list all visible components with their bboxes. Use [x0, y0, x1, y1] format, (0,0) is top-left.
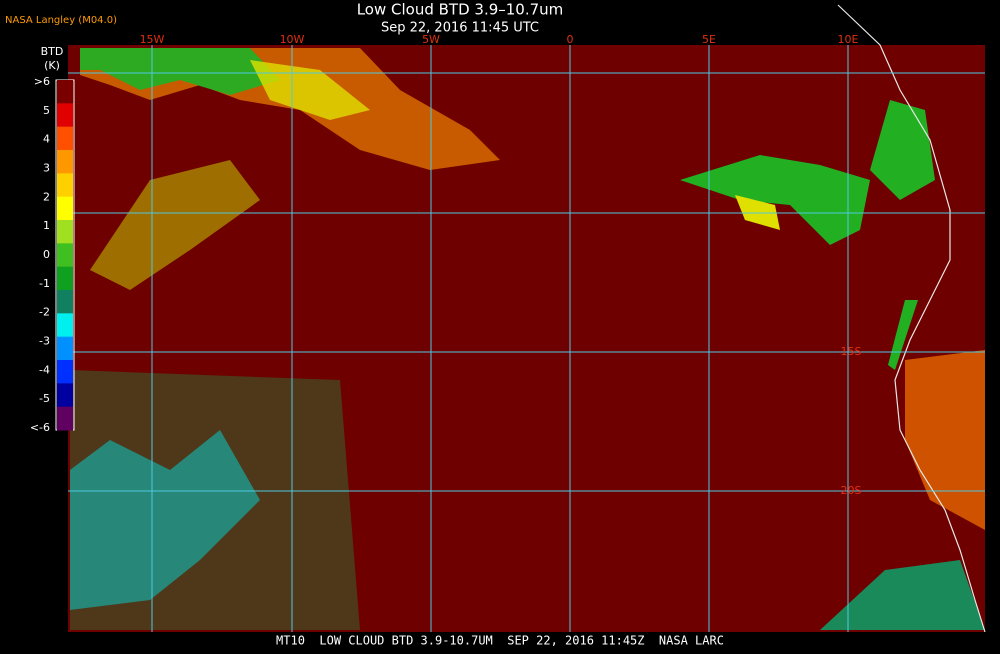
legend-swatch	[57, 220, 73, 244]
latitude-label: 15S	[841, 345, 862, 358]
legend-label: 5	[43, 104, 50, 117]
longitude-label: 10E	[838, 33, 859, 46]
cloud-region	[80, 48, 280, 95]
longitude-label: 5W	[422, 33, 440, 46]
legend-swatch	[57, 266, 73, 291]
latitude-label: 20S	[841, 484, 862, 497]
legend-swatch	[57, 173, 73, 198]
legend-swatch	[57, 150, 73, 174]
legend-swatch	[57, 383, 73, 408]
subtitle: Sep 22, 2016 11:45 UTC	[381, 21, 539, 36]
legend-label: -2	[39, 306, 50, 319]
legend-label: 3	[43, 162, 50, 175]
legend-label: -1	[39, 277, 50, 290]
legend-swatch	[57, 196, 73, 221]
legend-label: <-6	[30, 421, 50, 434]
longitude-label: 15W	[140, 33, 165, 46]
legend-swatch	[57, 313, 73, 338]
longitude-label: 5E	[702, 33, 716, 46]
cloud-region	[870, 100, 935, 200]
legend-swatch	[57, 126, 73, 151]
legend-label: >6	[34, 75, 50, 88]
graticule: 15W 10W 5W 0 5E 10E 15S 20S	[68, 33, 985, 632]
legend-label: -3	[39, 335, 50, 348]
legend-swatch	[57, 103, 73, 128]
source-label: NASA Langley (M04.0)	[5, 15, 117, 26]
legend-label: -5	[39, 392, 50, 405]
longitude-label: 10W	[280, 33, 305, 46]
legend-label: 1	[43, 219, 50, 232]
coastline	[837, 4, 986, 633]
title: Low Cloud BTD 3.9–10.7um	[357, 1, 564, 19]
legend-swatch	[57, 336, 73, 361]
legend-swatch	[57, 243, 73, 268]
legend-swatch	[57, 80, 73, 104]
cloud-features	[70, 48, 985, 630]
legend-swatch	[57, 406, 73, 431]
color-legend: >6 5 4 3 2 1 0 -1 -2 -3 -4 -5 <-6	[30, 75, 75, 434]
legend-label: 0	[43, 248, 50, 261]
legend-title: BTD	[41, 45, 64, 58]
cloud-region	[680, 155, 870, 245]
legend-swatch	[57, 360, 73, 384]
legend-label: -4	[39, 363, 50, 376]
legend-unit: (K)	[44, 59, 60, 72]
legend-label: 4	[43, 133, 50, 146]
legend-label: 2	[43, 190, 50, 203]
footer: MT10 LOW CLOUD BTD 3.9-10.7UM SEP 22, 20…	[276, 634, 724, 648]
cloud-region	[70, 430, 260, 610]
cloud-region	[820, 560, 985, 630]
longitude-label: 0	[567, 33, 574, 46]
legend-swatch	[57, 290, 73, 314]
cloud-region	[905, 350, 985, 530]
cloud-region	[90, 160, 260, 290]
cloud-region	[250, 60, 370, 120]
